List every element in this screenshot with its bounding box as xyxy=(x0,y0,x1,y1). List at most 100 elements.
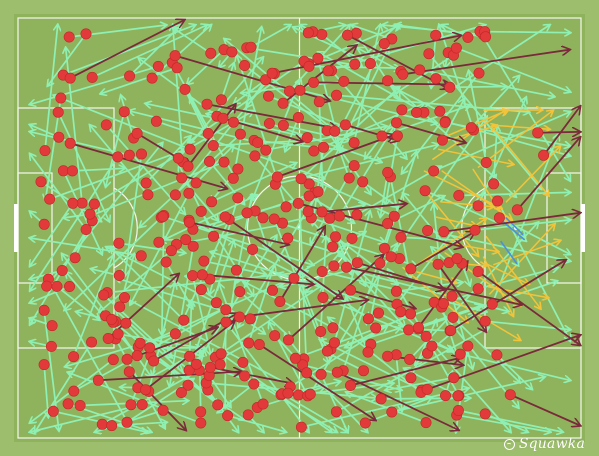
pass-start-point xyxy=(292,197,304,209)
unsuccessful-pass xyxy=(224,215,342,299)
pass-start-point xyxy=(397,68,409,80)
watermark: Squawka xyxy=(503,436,585,452)
pass-start-point xyxy=(67,197,79,209)
pass-start-point xyxy=(100,119,112,131)
key-pass xyxy=(434,216,476,226)
pass-start-point xyxy=(234,286,246,298)
pass-start-point xyxy=(488,178,500,190)
key-pass xyxy=(493,241,560,266)
pass-start-point xyxy=(322,65,334,77)
successful-pass xyxy=(62,169,102,254)
pass-start-point xyxy=(148,355,160,367)
pass-start-point xyxy=(234,311,246,323)
successful-pass xyxy=(145,136,190,184)
pass-start-point xyxy=(131,127,143,139)
pass-start-point xyxy=(436,134,448,146)
pass-start-point xyxy=(62,398,74,410)
pass-start-point xyxy=(201,98,213,110)
pass-start-point xyxy=(113,269,125,281)
pass-start-point xyxy=(479,315,491,327)
successful-pass xyxy=(30,403,144,433)
successful-pass xyxy=(346,392,427,424)
pass-start-point xyxy=(271,171,283,183)
successful-pass xyxy=(333,211,370,344)
pass-start-point xyxy=(348,137,360,149)
successful-pass xyxy=(394,88,441,113)
pass-start-point xyxy=(135,250,147,262)
successful-pass xyxy=(30,156,119,291)
pass-start-point xyxy=(386,406,398,418)
pass-start-point xyxy=(187,270,199,282)
pass-start-point xyxy=(343,172,355,184)
successful-pass xyxy=(106,110,126,187)
successful-pass xyxy=(346,296,369,353)
unsuccessful-pass xyxy=(349,289,415,308)
pass-start-point xyxy=(504,389,516,401)
successful-pass xyxy=(91,25,207,79)
successful-pass xyxy=(65,216,163,310)
pass-start-point xyxy=(249,150,261,162)
successful-pass xyxy=(302,175,396,218)
unsuccessful-pass xyxy=(69,20,184,79)
pass-start-point xyxy=(68,351,80,363)
pass-start-point xyxy=(480,157,492,169)
successful-pass xyxy=(43,363,48,417)
pass-start-point xyxy=(195,417,207,429)
pass-start-point xyxy=(452,404,464,416)
successful-pass xyxy=(300,87,399,180)
pass-start-point xyxy=(412,321,424,333)
pass-start-point xyxy=(303,178,315,190)
successful-pass xyxy=(243,64,330,130)
successful-pass xyxy=(254,210,268,249)
pass-start-point xyxy=(207,140,219,152)
pass-start-point xyxy=(169,50,181,62)
unsuccessful-pass xyxy=(209,366,292,383)
pass-start-point xyxy=(140,177,152,189)
pass-start-point xyxy=(215,94,227,106)
pass-start-point xyxy=(282,334,294,346)
pass-start-point xyxy=(395,231,407,243)
pass-start-point xyxy=(382,350,394,362)
pass-start-point xyxy=(38,304,50,316)
pass-start-point xyxy=(182,379,194,391)
pass-start-point xyxy=(218,156,230,168)
pass-start-point xyxy=(136,148,148,160)
pass-start-point xyxy=(333,210,345,222)
pass-start-point xyxy=(74,399,86,411)
pass-start-point xyxy=(150,115,162,127)
pass-start-point xyxy=(462,340,474,352)
successful-pass xyxy=(147,283,175,393)
successful-pass xyxy=(491,135,558,305)
pass-start-point xyxy=(420,417,432,429)
pass-start-point xyxy=(187,240,199,252)
unsuccessful-pass xyxy=(128,370,185,430)
pass-start-point xyxy=(84,208,96,220)
successful-pass xyxy=(246,79,301,214)
unsuccessful-pass xyxy=(238,300,368,318)
pass-start-point xyxy=(329,231,341,243)
successful-pass xyxy=(496,200,571,341)
pass-start-point xyxy=(64,137,76,149)
pass-start-point xyxy=(169,189,181,201)
successful-pass xyxy=(457,409,562,433)
pass-start-point xyxy=(480,31,492,43)
pass-start-point xyxy=(344,379,356,391)
pass-start-point xyxy=(330,406,342,418)
successful-pass xyxy=(47,278,130,427)
pass-start-point xyxy=(198,255,210,267)
pass-start-point xyxy=(317,141,329,153)
successful-pass xyxy=(361,180,398,207)
pass-start-point xyxy=(434,105,446,117)
pass-start-point xyxy=(190,177,202,189)
key-pass xyxy=(425,191,479,256)
pass-start-point xyxy=(196,269,208,281)
pass-start-point xyxy=(106,420,118,432)
pass-start-point xyxy=(47,405,59,417)
pass-start-point xyxy=(232,192,244,204)
successful-pass xyxy=(335,94,529,112)
pass-start-point xyxy=(447,311,459,323)
left-goal xyxy=(14,204,18,252)
pass-start-point xyxy=(204,155,216,167)
successful-pass xyxy=(286,237,335,252)
